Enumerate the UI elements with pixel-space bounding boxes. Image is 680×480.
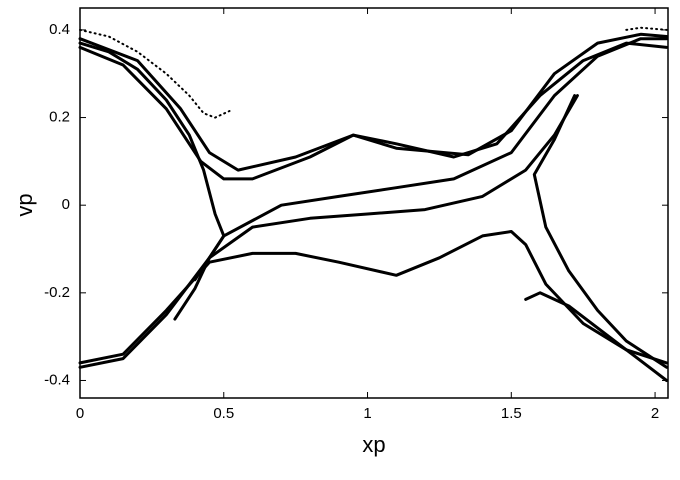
trajectory-line (78, 94, 579, 369)
y-tick-label: -0.2 (44, 284, 70, 301)
x-tick-label: 1.5 (501, 405, 522, 422)
y-tick-label: 0 (62, 196, 70, 213)
trajectory-line (524, 291, 669, 382)
plot-frame (79, 7, 669, 399)
y-tick-label: -0.4 (44, 371, 70, 388)
y-tick-label: 0.4 (49, 21, 70, 38)
x-tick-label: 0 (76, 405, 84, 422)
x-axis-title: xp (362, 432, 385, 457)
x-tick-label: 1 (363, 405, 371, 422)
y-axis-title: vp (12, 193, 37, 216)
trajectory-line (78, 230, 669, 365)
trajectory-line (78, 32, 669, 172)
trajectory-line (625, 26, 668, 31)
trajectory-line (79, 28, 231, 119)
trajectory-line (78, 41, 669, 181)
x-tick-label: 0.5 (213, 405, 234, 422)
trajectory-line (532, 94, 669, 369)
trajectory-line (193, 37, 669, 282)
trajectory-line (78, 41, 226, 321)
y-tick-label: 0.2 (49, 109, 70, 126)
x-tick-label: 2 (651, 405, 659, 422)
